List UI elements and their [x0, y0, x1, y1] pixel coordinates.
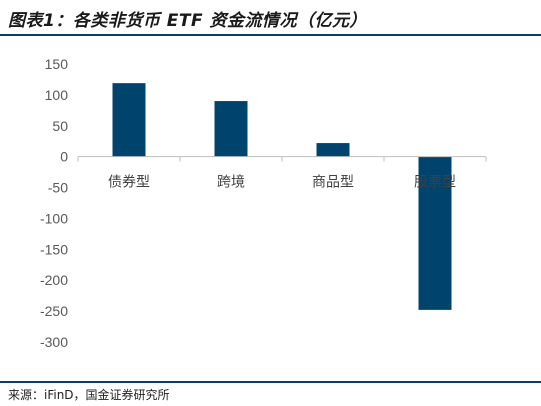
- y-tick-label: -200: [40, 272, 68, 288]
- category-label: 跨境: [217, 175, 245, 191]
- y-tick-label: -300: [40, 334, 68, 350]
- category-label: 股票型: [414, 175, 456, 191]
- y-tick-label: 50: [52, 118, 68, 134]
- chart-title: 图表1：各类非货币 ETF 资金流情况（亿元）: [8, 11, 367, 31]
- title-divider: [0, 34, 541, 36]
- y-tick-label: 100: [45, 87, 69, 103]
- y-tick-label: 150: [45, 56, 69, 72]
- source-divider: [0, 381, 541, 383]
- bar-4: [418, 156, 452, 310]
- y-tick-label: -250: [40, 303, 68, 319]
- bar-3: [316, 143, 350, 157]
- bar-2: [214, 101, 248, 157]
- y-tick-label: -50: [48, 180, 68, 196]
- y-tick-label: -100: [40, 210, 68, 226]
- y-tick-label: -150: [40, 241, 68, 257]
- source-note: 来源：iFinD，国金证券研究所: [8, 388, 170, 402]
- y-tick-label: 0: [60, 149, 68, 165]
- y-axis: 150 100 50 0 -50 -100 -150 -200 -250 -300: [40, 56, 68, 350]
- category-labels: 债券型 跨境 商品型 股票型: [108, 175, 456, 191]
- category-label: 商品型: [312, 175, 354, 191]
- x-axis-ticks: [77, 156, 487, 162]
- bars: [112, 83, 452, 310]
- bar-1: [112, 83, 146, 157]
- category-label: 债券型: [108, 175, 150, 191]
